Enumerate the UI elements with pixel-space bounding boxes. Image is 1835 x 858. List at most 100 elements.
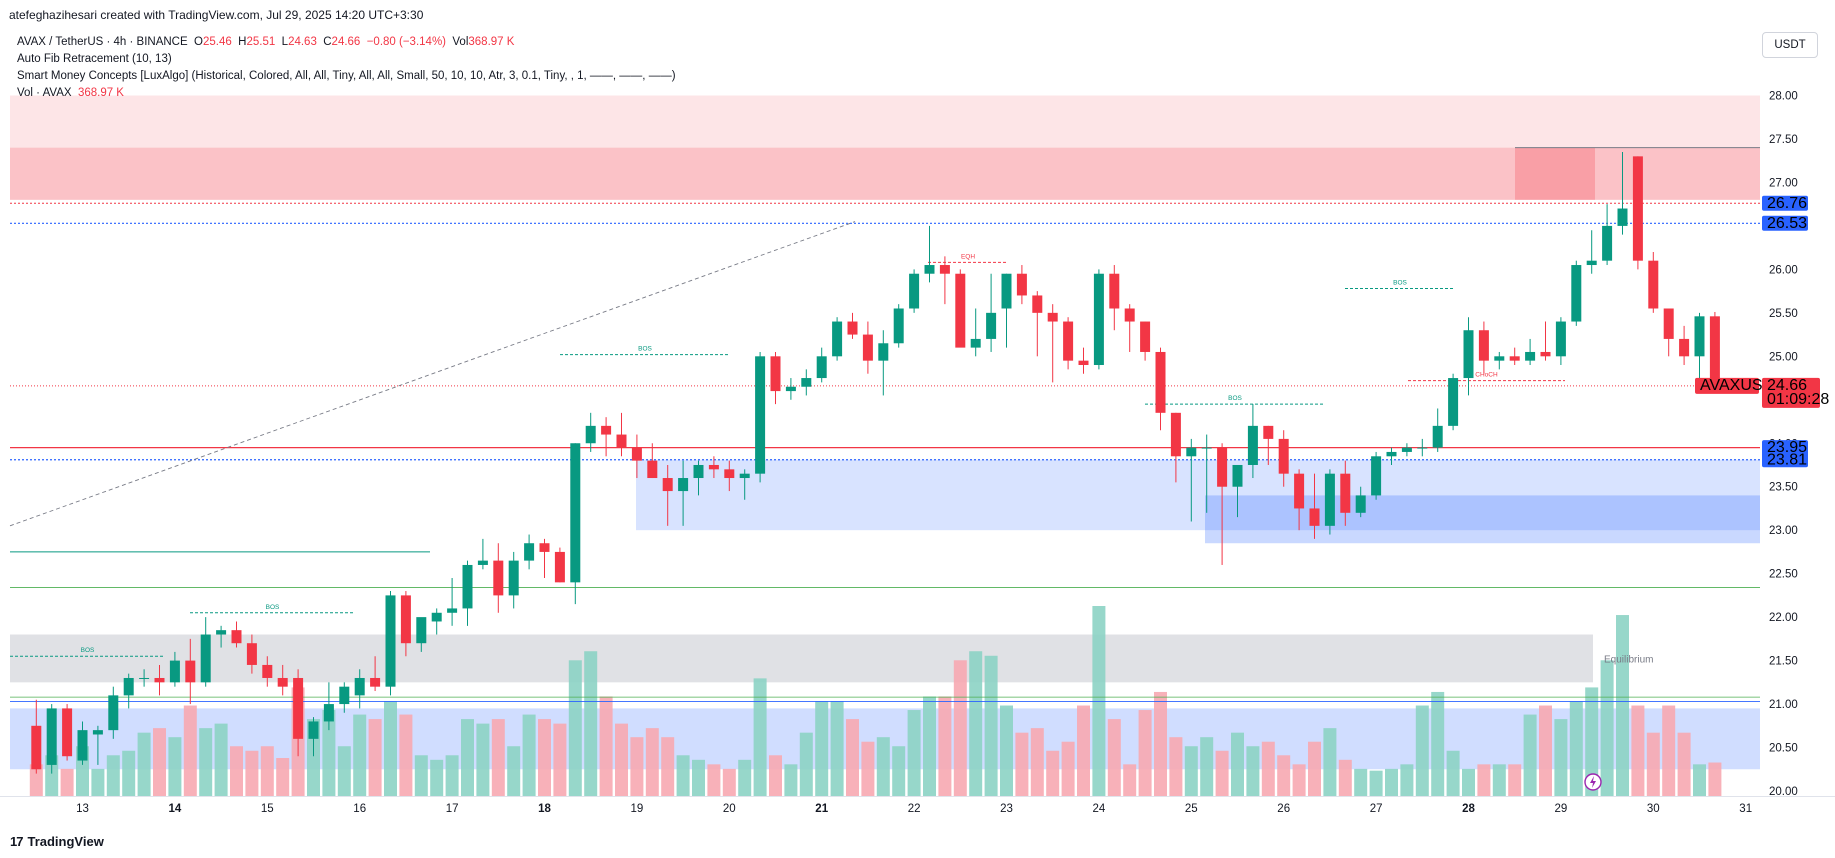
volume-bar xyxy=(476,723,490,796)
volume-bar xyxy=(260,746,274,796)
candle-body xyxy=(708,464,719,470)
symbol-row[interactable]: AVAX / TetherUS · 4h · BINANCE O25.46 H2… xyxy=(17,34,676,51)
candle-body xyxy=(1324,473,1335,526)
high-value: 25.51 xyxy=(246,36,276,48)
candle-body xyxy=(216,630,227,635)
volume-bar xyxy=(830,701,844,796)
tradingview-logo[interactable]: 17 TradingView xyxy=(10,834,104,849)
candle-body xyxy=(1417,447,1428,449)
candle-body xyxy=(354,677,365,696)
candle-body xyxy=(1448,378,1459,426)
candle-body xyxy=(1078,360,1089,366)
candle-body xyxy=(1679,338,1690,357)
volume-bar xyxy=(538,719,551,796)
candle-body xyxy=(477,560,488,565)
candle-body xyxy=(1355,495,1366,513)
volume-bar xyxy=(599,696,613,796)
candle-body xyxy=(785,386,796,392)
volume-bar xyxy=(1323,728,1337,796)
volume-bar xyxy=(1030,728,1044,796)
bos-label: BOS xyxy=(266,604,280,611)
candle-body xyxy=(955,273,966,348)
volume-bar xyxy=(1246,746,1260,796)
candle-body xyxy=(1694,316,1705,357)
candle-body xyxy=(1001,273,1012,309)
candle-body xyxy=(1201,447,1212,449)
candle-body xyxy=(986,312,997,339)
open-label: O xyxy=(194,36,203,48)
price-tag-2395-text: 23.95 xyxy=(1767,439,1807,456)
time-tick-label: 28 xyxy=(1462,803,1475,815)
volume-bar xyxy=(276,758,290,796)
candle-body xyxy=(631,447,642,461)
time-axis: 13 14 15 16 17 18 19 20 21 22 23 24 25 26 27 28 29 30 31 xyxy=(0,796,1835,815)
volume-bar xyxy=(353,714,367,796)
volume-bar xyxy=(969,651,983,796)
volume-bar xyxy=(1693,764,1706,796)
volume-bar xyxy=(923,696,936,796)
volume-bar xyxy=(953,660,967,796)
candle-body xyxy=(262,664,273,678)
candle-body xyxy=(1340,473,1351,513)
volume-bar xyxy=(183,705,197,796)
volume-bar xyxy=(661,737,675,796)
volume-bar xyxy=(322,710,336,796)
volume-bar xyxy=(846,719,859,796)
chart-created-by-caption: atefeghazihesari created with TradingVie… xyxy=(9,8,424,22)
volume-bar xyxy=(1154,691,1167,796)
volume-bar xyxy=(1523,714,1537,796)
volume-bar xyxy=(1261,741,1275,796)
volume-bar xyxy=(1477,764,1491,796)
volume-bar xyxy=(630,737,644,796)
candle-body xyxy=(939,265,950,274)
volume-bar xyxy=(769,755,782,796)
candle-body xyxy=(539,543,550,552)
volume-bar xyxy=(799,732,813,796)
volume-bar xyxy=(568,660,582,796)
time-tick-label: 25 xyxy=(1185,803,1198,815)
volume-bar xyxy=(1200,737,1214,796)
candle-body xyxy=(1401,447,1412,452)
volume-bar xyxy=(938,696,952,796)
volume-bar xyxy=(1369,770,1383,796)
volume-bar xyxy=(784,764,798,796)
volume-bar xyxy=(60,768,74,796)
bos-label: BOS xyxy=(1393,280,1407,287)
currency-unit-button[interactable]: USDT xyxy=(1762,32,1818,58)
open-value: 25.46 xyxy=(203,36,232,48)
candle-body xyxy=(585,425,596,444)
indicator-fib[interactable]: Auto Fib Retracement (10, 13) xyxy=(17,53,172,65)
smc-zones xyxy=(10,95,1760,770)
volume-bar xyxy=(1277,755,1291,796)
volume-bar xyxy=(1600,660,1614,796)
volume-bar xyxy=(45,755,59,796)
candle-body xyxy=(1247,425,1258,465)
volume-bar xyxy=(29,764,43,796)
price-tick-label: 21.50 xyxy=(1769,656,1798,668)
candle-body xyxy=(524,543,535,561)
volume-bar xyxy=(1015,732,1029,796)
candle-body xyxy=(1632,156,1643,261)
volume-bar xyxy=(1046,750,1060,796)
candle-body xyxy=(693,464,704,479)
volume-bar xyxy=(245,750,259,796)
volume-bar xyxy=(984,655,998,796)
candle-body xyxy=(801,378,812,387)
indicator-smc[interactable]: Smart Money Concepts [LuxAlgo] (Historic… xyxy=(17,70,676,82)
volume-bar xyxy=(1631,705,1645,796)
time-tick-label: 17 xyxy=(446,803,459,815)
volume-bar xyxy=(615,723,628,796)
price-tick-label: 28.00 xyxy=(1769,91,1798,103)
volume-bar xyxy=(1677,732,1691,796)
symbol-name[interactable]: AVAX / TetherUS · 4h · BINANCE xyxy=(17,36,188,48)
candle-body xyxy=(909,273,920,309)
candle-body xyxy=(1155,351,1166,413)
candle-body xyxy=(1586,260,1597,266)
indicator-volume[interactable]: Vol · AVAX 368.97 K xyxy=(17,85,676,102)
candle-body xyxy=(1432,425,1443,448)
candle-body xyxy=(508,560,519,596)
candle-body xyxy=(1032,295,1043,313)
lightning-icon xyxy=(1590,776,1596,788)
volume-bar xyxy=(414,755,428,796)
